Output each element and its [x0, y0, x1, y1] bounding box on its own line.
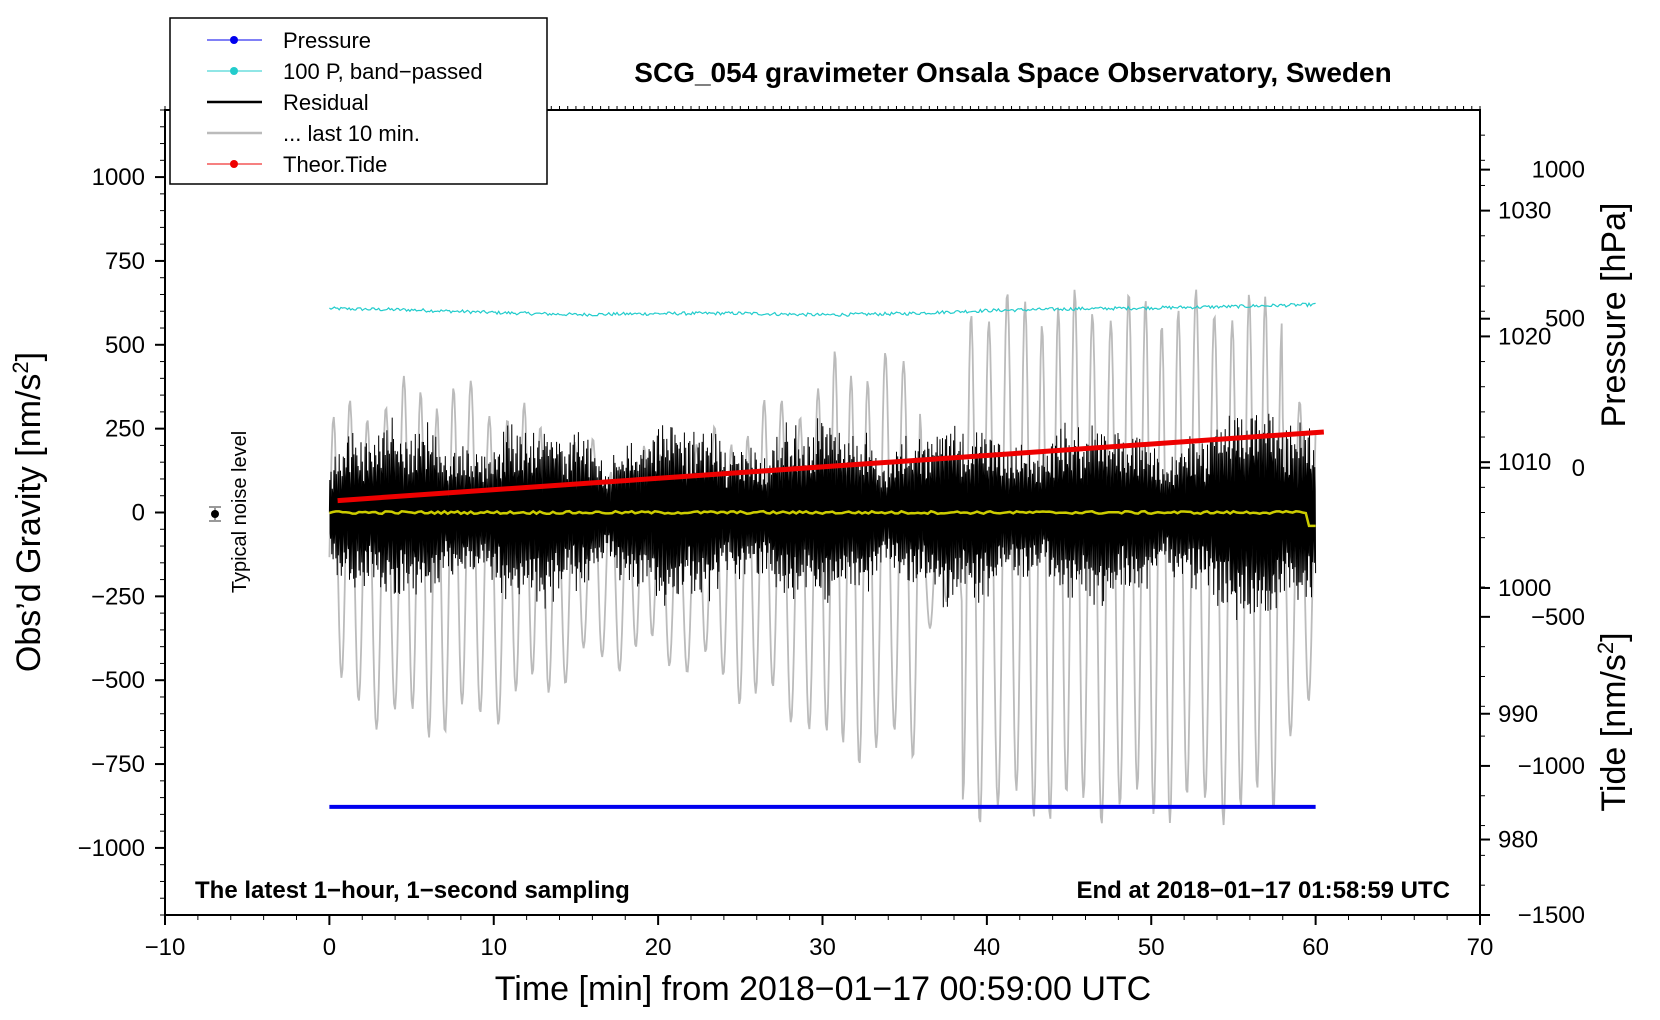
gravity-tick-label: −250 [91, 583, 145, 610]
gravity-axis-label-main: Obs’d Gravity [nm/s [10, 374, 48, 673]
chart-title: SCG_054 gravimeter Onsala Space Observat… [634, 57, 1391, 88]
noise-label: Typical noise level [229, 431, 251, 593]
x-tick-label: 40 [974, 934, 1001, 961]
legend-dot [230, 67, 238, 75]
series-smoothed-residual [329, 509, 1316, 528]
gravity-tick-label: 0 [132, 500, 145, 527]
tide-axis-label-end: ] [1595, 632, 1633, 641]
series-theoretical-tide [337, 429, 1325, 504]
gravity-tick-label: 750 [105, 248, 145, 275]
pressure-tick-label: 980 [1498, 827, 1538, 854]
gravity-tick-label: −500 [91, 667, 145, 694]
pressure-tick-label: 1000 [1498, 575, 1551, 602]
tide-axis-label-main: Tide [nm/s [1595, 654, 1633, 811]
gravity-tick-label: 500 [105, 332, 145, 359]
pressure-tick-label: 1010 [1498, 449, 1551, 476]
annotation-sampling: The latest 1−hour, 1−second sampling [195, 877, 630, 904]
tide-tick-label: −500 [1531, 604, 1585, 631]
pressure-axis-label: Pressure [hPa] [1595, 203, 1633, 428]
gravity-tick-label: −750 [91, 751, 145, 778]
x-tick-label: 10 [480, 934, 507, 961]
gravity-tick-label: −1000 [78, 835, 145, 862]
legend-entries: Pressure 100 P, band−passed Residual ... la… [207, 28, 483, 177]
gravity-tick-label: 1000 [92, 164, 145, 191]
series-band-passed-pressure [329, 301, 1316, 318]
x-tick-label: 60 [1302, 934, 1329, 961]
series-layer [328, 289, 1325, 826]
gravity-axis-label-sup: 2 [8, 361, 33, 373]
pressure-tick-label: 1030 [1498, 198, 1551, 225]
noise-dot [211, 510, 219, 518]
legend-label: Residual [283, 90, 369, 115]
gravity-axis-ticks: 1000 750 500 250 0 −250 −500 −750 −1000 [78, 109, 165, 916]
x-tick-label: −10 [145, 934, 186, 961]
gravity-axis-label-end: ] [10, 352, 48, 361]
tide-axis-label: Tide [nm/s2] [1593, 632, 1633, 811]
tide-tick-label: 500 [1545, 306, 1585, 333]
pressure-axis-ticks: 1030 1020 1010 1000 990 980 [1480, 134, 1551, 854]
x-tick-label: 20 [645, 934, 672, 961]
series-residual [328, 413, 1317, 621]
x-axis-ticks: −10 0 10 20 30 40 50 60 70 [145, 106, 1494, 961]
x-tick-label: 50 [1138, 934, 1165, 961]
tide-tick-label: −1500 [1518, 902, 1585, 929]
legend-label: Pressure [283, 28, 371, 53]
gravity-axis-label: Obs’d Gravity [nm/s2] [8, 352, 48, 672]
noise-level-marker: Typical noise level [209, 431, 251, 593]
legend: Pressure 100 P, band−passed Residual ... la… [169, 17, 548, 185]
tide-tick-label: 1000 [1532, 157, 1585, 184]
legend-dot [230, 36, 238, 44]
x-axis-label: Time [min] from 2018−01−17 00:59:00 UTC [495, 970, 1151, 1008]
annotation-end-time: End at 2018−01−17 01:58:59 UTC [1076, 877, 1450, 904]
x-tick-label: 0 [323, 934, 336, 961]
tide-axis-ticks: 1000 500 0 −500 −1000 −1500 [1480, 157, 1585, 929]
legend-dot [230, 160, 238, 168]
x-tick-label: 30 [809, 934, 836, 961]
x-tick-label: 70 [1467, 934, 1494, 961]
pressure-tick-label: 990 [1498, 701, 1538, 728]
legend-label: ... last 10 min. [283, 121, 420, 146]
tide-tick-label: 0 [1572, 455, 1585, 482]
tide-tick-label: −1000 [1518, 753, 1585, 780]
gravity-tick-label: 250 [105, 416, 145, 443]
legend-label: 100 P, band−passed [283, 59, 483, 84]
legend-label: Theor.Tide [283, 152, 387, 177]
tide-axis-label-sup: 2 [1593, 642, 1618, 654]
pressure-tick-label: 1020 [1498, 323, 1551, 350]
